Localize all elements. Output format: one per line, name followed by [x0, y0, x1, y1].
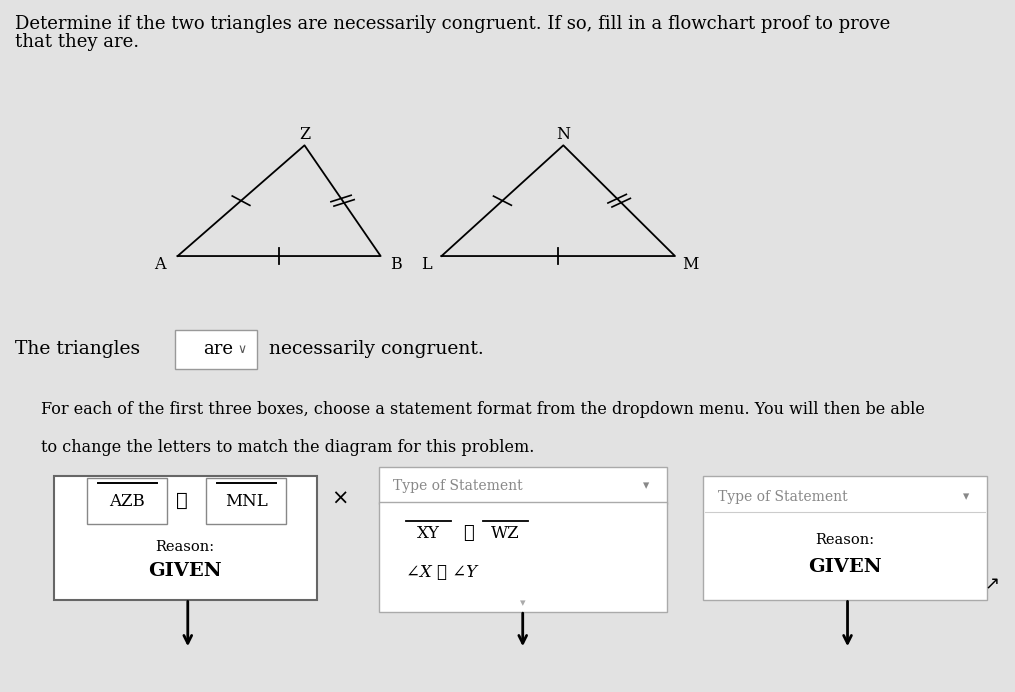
- Text: ×: ×: [331, 489, 349, 508]
- Text: MNL: MNL: [224, 493, 268, 509]
- Text: Z: Z: [299, 126, 310, 143]
- Text: A: A: [153, 256, 165, 273]
- Text: ≅: ≅: [464, 524, 474, 542]
- FancyBboxPatch shape: [379, 467, 667, 504]
- Text: GIVEN: GIVEN: [808, 558, 882, 576]
- Text: to change the letters to match the diagram for this problem.: to change the letters to match the diagr…: [41, 439, 534, 457]
- Text: necessarily congruent.: necessarily congruent.: [269, 340, 484, 358]
- FancyBboxPatch shape: [87, 478, 167, 524]
- Text: are: are: [203, 340, 233, 358]
- Text: B: B: [390, 256, 402, 273]
- FancyBboxPatch shape: [379, 502, 667, 612]
- Text: Reason:: Reason:: [155, 540, 215, 554]
- Text: ▾: ▾: [644, 480, 650, 492]
- FancyBboxPatch shape: [54, 476, 317, 600]
- FancyBboxPatch shape: [206, 478, 286, 524]
- Text: Reason:: Reason:: [815, 533, 875, 547]
- Text: For each of the first three boxes, choose a statement format from the dropdown m: For each of the first three boxes, choos…: [41, 401, 925, 419]
- FancyBboxPatch shape: [703, 476, 987, 600]
- Text: that they are.: that they are.: [15, 33, 139, 51]
- Text: AZB: AZB: [110, 493, 145, 509]
- Text: Type of Statement: Type of Statement: [718, 490, 848, 504]
- Text: ≅: ≅: [176, 492, 188, 510]
- FancyBboxPatch shape: [175, 330, 257, 369]
- Text: The triangles: The triangles: [15, 340, 140, 358]
- Text: GIVEN: GIVEN: [148, 562, 222, 580]
- Text: N: N: [556, 126, 570, 143]
- Text: ▾: ▾: [963, 491, 969, 503]
- Text: ▾: ▾: [520, 599, 526, 608]
- Text: Type of Statement: Type of Statement: [393, 479, 523, 493]
- Text: ↗: ↗: [985, 576, 1000, 594]
- Text: L: L: [421, 256, 431, 273]
- Text: Determine if the two triangles are necessarily congruent. If so, fill in a flowc: Determine if the two triangles are neces…: [15, 15, 890, 33]
- Text: ∨: ∨: [238, 343, 246, 356]
- Text: M: M: [682, 256, 698, 273]
- Text: WZ: WZ: [491, 525, 520, 542]
- Text: ∠X ≅ ∠Y: ∠X ≅ ∠Y: [406, 564, 477, 581]
- Text: XY: XY: [417, 525, 439, 542]
